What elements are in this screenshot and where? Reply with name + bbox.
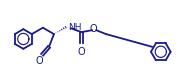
- Text: O: O: [78, 47, 85, 57]
- Text: O: O: [89, 24, 97, 34]
- Text: O: O: [35, 56, 43, 66]
- Text: NH: NH: [68, 23, 81, 32]
